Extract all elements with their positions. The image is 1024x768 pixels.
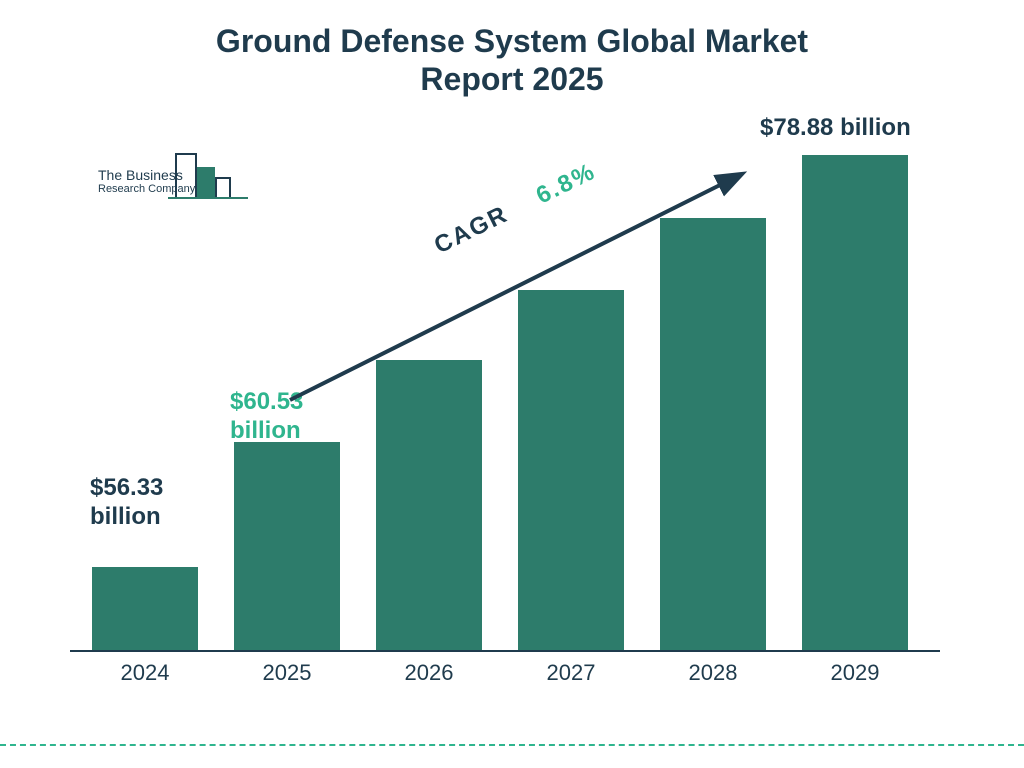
chart-title: Ground Defense System Global Market Repo… (0, 22, 1024, 99)
value-label-2024: $56.33 billion (90, 474, 163, 532)
value-2024-unit: billion (90, 503, 163, 532)
xlabel-2026: 2026 (376, 660, 482, 686)
value-label-2025: $60.53 billion (230, 388, 303, 446)
bottom-dashed-rule (0, 744, 1024, 746)
bar-2029 (802, 155, 908, 650)
cagr-percentage: 6.8% (532, 158, 600, 210)
value-2024-amount: $56.33 (90, 474, 163, 503)
bar-2025 (234, 442, 340, 650)
xlabel-2025: 2025 (234, 660, 340, 686)
value-label-2029: $78.88 billion (760, 114, 911, 143)
value-2029-amount: $78.88 billion (760, 114, 911, 141)
bar-2024 (92, 567, 198, 650)
xlabel-2024: 2024 (92, 660, 198, 686)
xlabel-2029: 2029 (802, 660, 908, 686)
bar-2026 (376, 360, 482, 650)
logo-text-line1: The Business (98, 168, 195, 183)
chart-baseline (70, 650, 940, 652)
chart-canvas: Ground Defense System Global Market Repo… (0, 0, 1024, 768)
bar-2027 (518, 290, 624, 650)
cagr-label: CAGR 6.8% (430, 158, 601, 260)
xlabel-2027: 2027 (518, 660, 624, 686)
bar-2028 (660, 218, 766, 650)
title-line1: Ground Defense System Global Market Repo… (216, 23, 808, 97)
value-2025-amount: $60.53 (230, 388, 303, 417)
value-2025-unit: billion (230, 417, 303, 446)
logo-text-line2: Research Company (98, 183, 195, 195)
xlabel-2028: 2028 (660, 660, 766, 686)
cagr-prefix: CAGR (430, 201, 513, 260)
company-logo: The Business Research Company (98, 146, 268, 221)
